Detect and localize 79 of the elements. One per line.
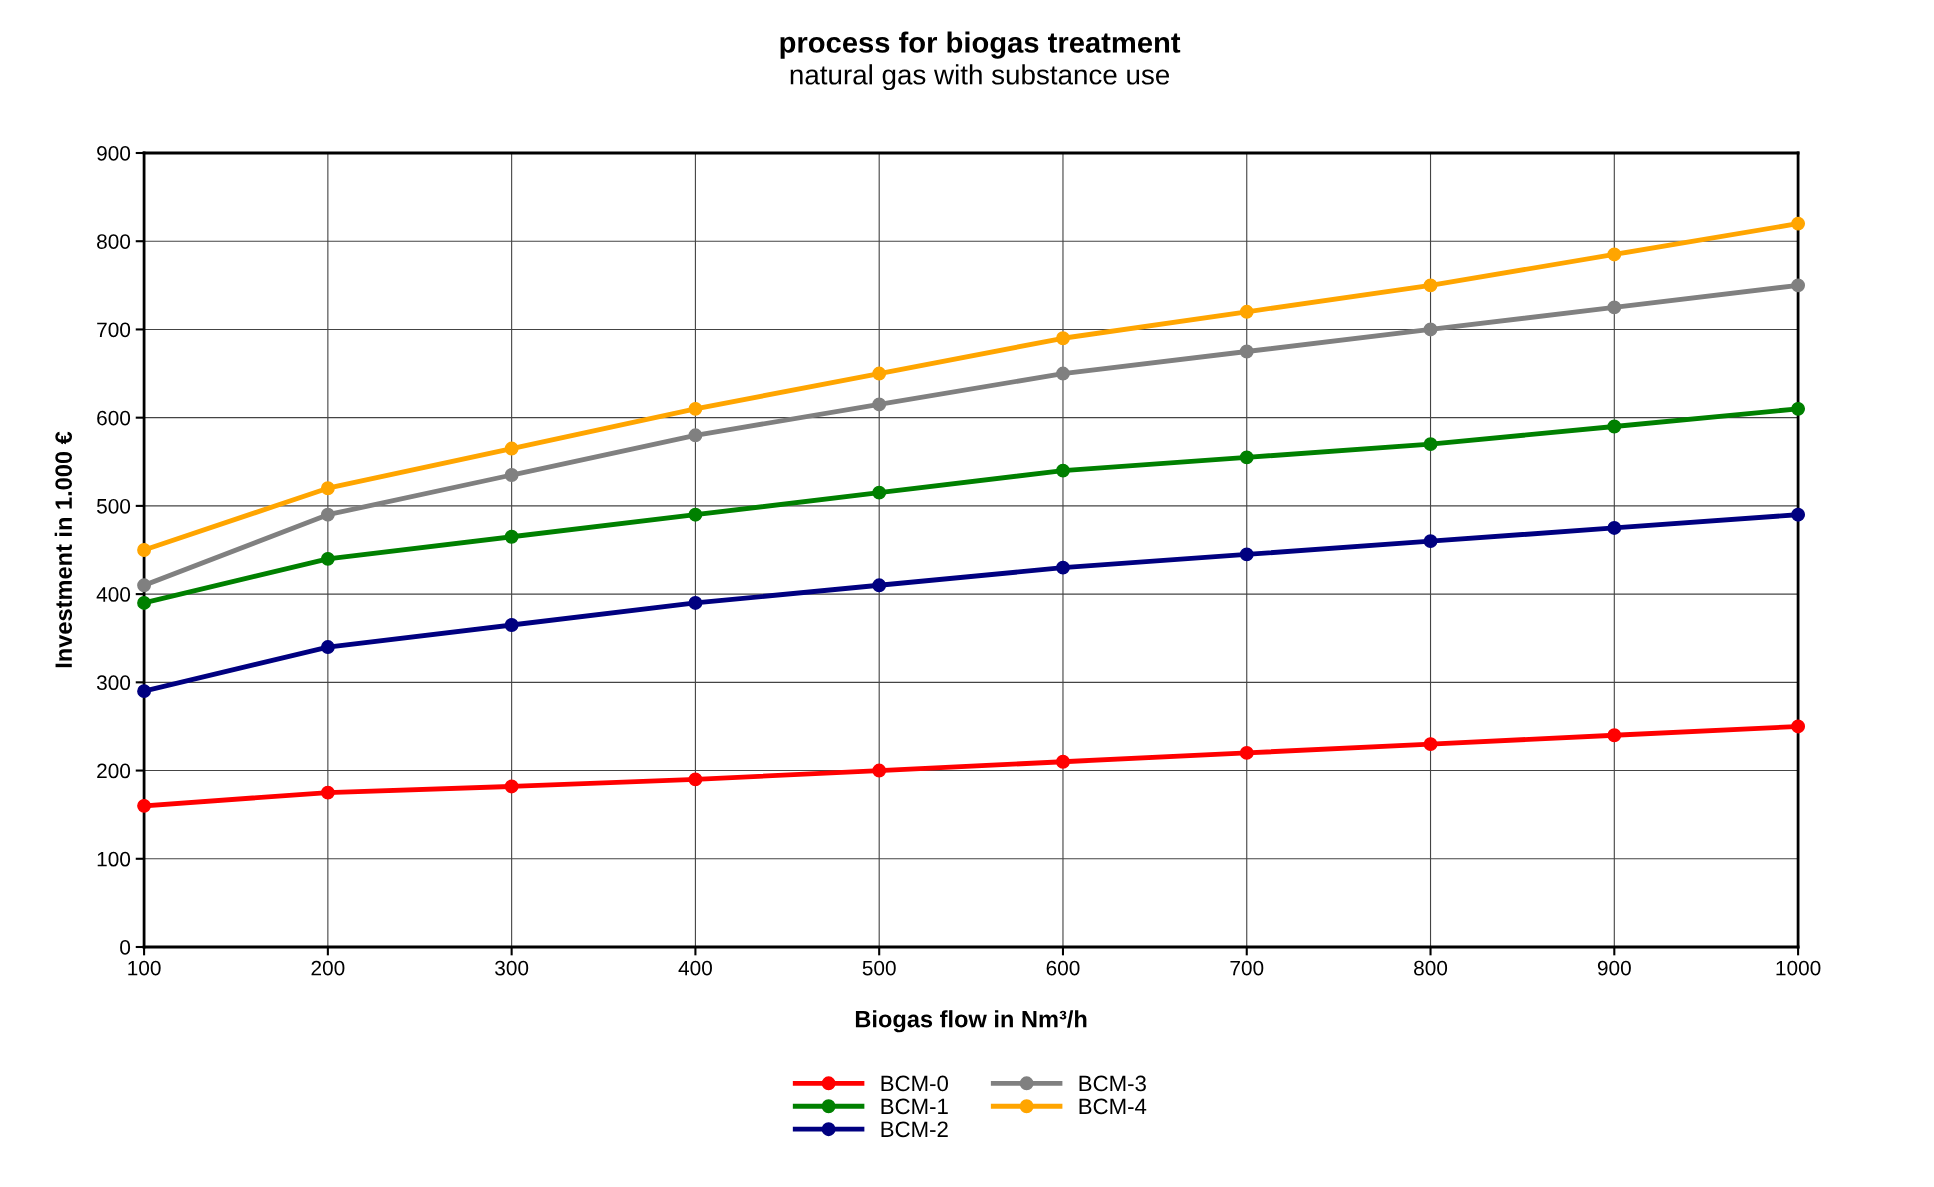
point	[504, 468, 519, 482]
point	[1423, 737, 1438, 752]
y-tick-label: 500	[96, 498, 131, 514]
point	[1056, 331, 1070, 346]
x-tick-label: 900	[1597, 960, 1631, 976]
x-tick-label: 400	[678, 960, 712, 976]
point	[137, 543, 152, 557]
x-tick-label: 300	[495, 960, 529, 976]
point	[688, 772, 703, 787]
y-tick-label: 900	[97, 146, 131, 161]
x-tick-label: 700	[1230, 960, 1264, 976]
point	[872, 485, 887, 500]
point	[137, 798, 152, 813]
x-tick-label: 200	[311, 960, 345, 976]
y-tick-label: 300	[96, 675, 131, 691]
y-tick-label: 700	[97, 322, 131, 338]
point	[1607, 419, 1622, 434]
point	[688, 595, 703, 610]
legend-label: BCM-0	[881, 1075, 948, 1092]
point	[320, 507, 335, 522]
point	[1056, 754, 1070, 769]
point	[688, 428, 703, 443]
point	[137, 578, 152, 593]
point	[1607, 728, 1622, 743]
y-tick-label: 200	[97, 763, 131, 779]
point	[1607, 247, 1622, 262]
point	[1423, 322, 1438, 337]
legend-label: BCM-2	[881, 1121, 948, 1138]
point	[1056, 560, 1070, 575]
point	[504, 529, 519, 544]
legend-label: BCM-4	[1079, 1098, 1147, 1115]
point	[504, 779, 519, 794]
x-axis-title: Biogas flow in Nm³/h	[855, 1010, 1087, 1033]
point	[320, 551, 335, 566]
point	[1791, 507, 1806, 522]
point	[1423, 278, 1438, 293]
x-tick-label: 600	[1046, 960, 1080, 976]
point	[1791, 401, 1806, 416]
point	[1791, 719, 1806, 734]
chart-subtitle: natural gas with substance use	[790, 64, 1170, 91]
point	[1239, 344, 1254, 359]
point	[688, 401, 703, 416]
y-tick-label: 0	[120, 940, 131, 955]
point	[688, 507, 703, 522]
point	[1239, 450, 1254, 465]
x-tick-label: 500	[862, 960, 896, 976]
point	[320, 481, 335, 496]
point	[1239, 304, 1254, 319]
point	[1056, 463, 1070, 478]
y-axis-title: Investment in 1.000 €	[54, 431, 73, 668]
point	[137, 684, 152, 699]
x-tick-label: 100	[128, 960, 161, 976]
point	[320, 785, 335, 800]
point	[1423, 437, 1438, 452]
y-tick-label: 400	[96, 587, 131, 602]
point	[872, 366, 887, 381]
point	[320, 640, 335, 654]
point	[1607, 300, 1622, 315]
y-tick-label: 600	[97, 410, 131, 426]
point	[504, 618, 519, 632]
point	[1791, 216, 1806, 231]
point	[137, 595, 152, 610]
point	[504, 441, 519, 456]
x-tick-label: 800	[1414, 960, 1448, 976]
point	[1423, 534, 1438, 549]
point	[1607, 520, 1622, 535]
x-tick-label: 1000	[1776, 960, 1821, 976]
chart-title: process for biogas treatment	[780, 31, 1181, 59]
point	[1239, 745, 1254, 760]
point	[872, 763, 887, 778]
point	[1056, 366, 1070, 381]
point	[872, 578, 887, 593]
point	[872, 397, 887, 412]
point	[1239, 547, 1254, 562]
legend-label: BCM-3	[1079, 1075, 1146, 1092]
y-tick-label: 100	[97, 851, 131, 867]
point	[1791, 278, 1806, 293]
legend-label: BCM-1	[881, 1098, 948, 1115]
y-tick-label: 800	[97, 234, 131, 249]
